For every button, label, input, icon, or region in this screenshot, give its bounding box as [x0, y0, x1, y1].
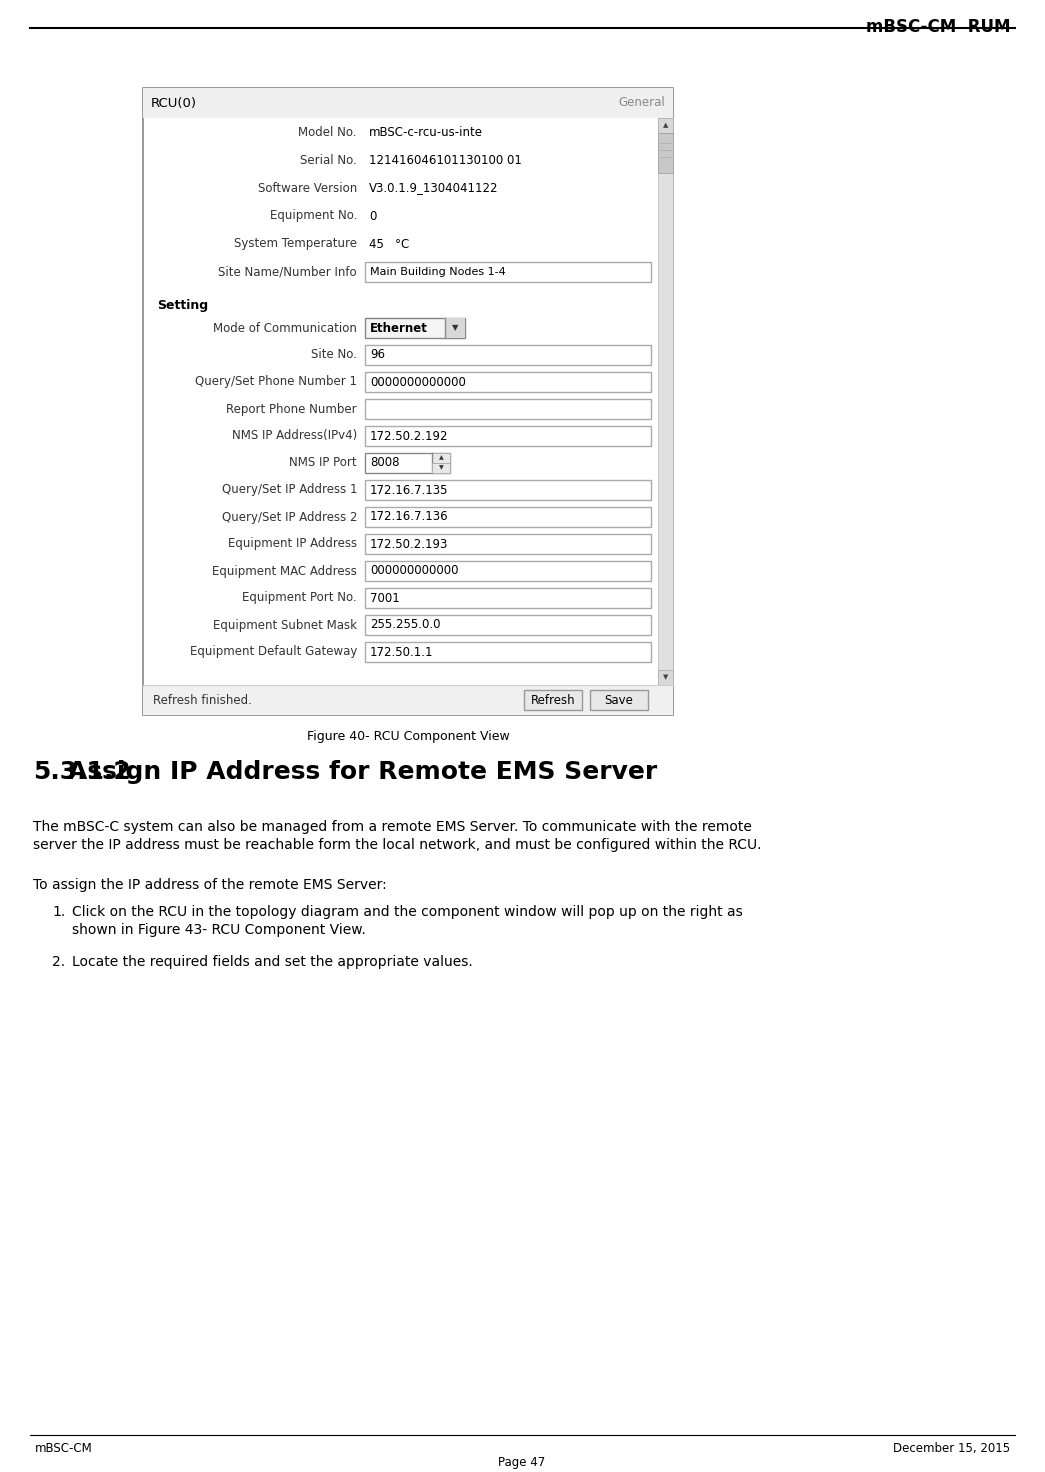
Text: Query/Set IP Address 2: Query/Set IP Address 2 — [222, 511, 357, 524]
Text: Query/Set Phone Number 1: Query/Set Phone Number 1 — [195, 375, 357, 389]
Bar — [143, 88, 673, 118]
Text: mBSC-CM: mBSC-CM — [34, 1443, 93, 1454]
Text: Query/Set IP Address 1: Query/Set IP Address 1 — [222, 483, 357, 496]
Text: 255.255.0.0: 255.255.0.0 — [370, 618, 441, 631]
Bar — [432, 453, 450, 464]
Text: Ethernet: Ethernet — [370, 321, 427, 334]
Text: ▼: ▼ — [451, 324, 459, 333]
Bar — [365, 318, 465, 339]
Bar — [365, 534, 651, 553]
Text: 7001: 7001 — [370, 592, 400, 605]
Bar — [365, 372, 651, 392]
Bar — [365, 587, 651, 608]
Text: 172.50.2.193: 172.50.2.193 — [370, 537, 448, 551]
Text: ▼: ▼ — [439, 465, 443, 471]
Text: V3.0.1.9_1304041122: V3.0.1.9_1304041122 — [369, 181, 498, 194]
Text: To assign the IP address of the remote EMS Server:: To assign the IP address of the remote E… — [33, 877, 387, 892]
Text: mBSC-c-rcu-us-inte: mBSC-c-rcu-us-inte — [369, 125, 483, 138]
Text: Equipment No.: Equipment No. — [270, 209, 357, 222]
Text: 121416046101130100 01: 121416046101130100 01 — [369, 153, 521, 166]
Text: Save: Save — [605, 693, 633, 707]
Bar — [365, 615, 651, 634]
Text: Assign IP Address for Remote EMS Server: Assign IP Address for Remote EMS Server — [33, 760, 657, 785]
Bar — [143, 88, 673, 715]
Text: 1.: 1. — [52, 905, 65, 919]
Text: Main Building Nodes 1-4: Main Building Nodes 1-4 — [370, 266, 506, 277]
Text: December 15, 2015: December 15, 2015 — [892, 1443, 1011, 1454]
Text: 2.: 2. — [52, 955, 65, 969]
Text: ▲: ▲ — [439, 455, 443, 461]
Bar — [524, 690, 582, 710]
Bar — [365, 399, 651, 420]
Text: Serial No.: Serial No. — [300, 153, 357, 166]
Text: Equipment Default Gateway: Equipment Default Gateway — [189, 646, 357, 658]
Bar — [365, 262, 651, 283]
Text: Equipment MAC Address: Equipment MAC Address — [212, 564, 357, 577]
Text: ▲: ▲ — [663, 122, 668, 128]
Bar — [445, 318, 465, 339]
Text: Setting: Setting — [157, 299, 208, 312]
Bar — [365, 506, 651, 527]
Bar — [590, 690, 648, 710]
Text: NMS IP Address(IPv4): NMS IP Address(IPv4) — [232, 430, 357, 443]
Text: Equipment Port No.: Equipment Port No. — [242, 592, 357, 605]
Text: General: General — [619, 97, 665, 109]
Text: Refresh: Refresh — [531, 693, 576, 707]
Text: Model No.: Model No. — [299, 125, 357, 138]
Text: mBSC-CM  RUM: mBSC-CM RUM — [865, 18, 1011, 35]
Text: Site No.: Site No. — [311, 349, 357, 362]
Text: 172.16.7.135: 172.16.7.135 — [370, 483, 448, 496]
Bar — [143, 684, 673, 715]
Bar — [365, 561, 651, 581]
Bar — [658, 670, 673, 684]
Text: 172.50.1.1: 172.50.1.1 — [370, 646, 434, 658]
Text: ▼: ▼ — [663, 674, 668, 680]
Text: Equipment Subnet Mask: Equipment Subnet Mask — [213, 618, 357, 631]
Text: 0000000000000: 0000000000000 — [370, 375, 466, 389]
Text: Click on the RCU in the topology diagram and the component window will pop up on: Click on the RCU in the topology diagram… — [72, 905, 743, 919]
Text: 96: 96 — [370, 349, 385, 362]
Text: The mBSC-C system can also be managed from a remote EMS Server. To communicate w: The mBSC-C system can also be managed fr… — [33, 820, 751, 835]
Bar — [658, 118, 673, 684]
Bar — [365, 480, 651, 500]
Bar — [658, 132, 673, 174]
Bar — [365, 642, 651, 662]
Bar — [432, 464, 450, 473]
Text: System Temperature: System Temperature — [234, 237, 357, 250]
Text: 45   °C: 45 °C — [369, 237, 410, 250]
Text: Page 47: Page 47 — [498, 1456, 545, 1469]
Text: Software Version: Software Version — [258, 181, 357, 194]
Bar — [365, 453, 450, 473]
Text: Mode of Communication: Mode of Communication — [213, 321, 357, 334]
Text: server the IP address must be reachable form the local network, and must be conf: server the IP address must be reachable … — [33, 838, 762, 852]
Bar — [365, 425, 651, 446]
Text: Equipment IP Address: Equipment IP Address — [228, 537, 357, 551]
Bar — [658, 118, 673, 132]
Text: Refresh finished.: Refresh finished. — [153, 693, 252, 707]
Text: 0: 0 — [369, 209, 376, 222]
Text: 5.3.1.2: 5.3.1.2 — [33, 760, 131, 785]
Text: 000000000000: 000000000000 — [370, 564, 459, 577]
Text: Locate the required fields and set the appropriate values.: Locate the required fields and set the a… — [72, 955, 472, 969]
Text: Figure 40- RCU Component View: Figure 40- RCU Component View — [306, 730, 509, 743]
Text: shown in Figure 43- RCU Component View.: shown in Figure 43- RCU Component View. — [72, 923, 366, 938]
Text: 8008: 8008 — [370, 456, 399, 470]
Text: 172.16.7.136: 172.16.7.136 — [370, 511, 448, 524]
Text: 172.50.2.192: 172.50.2.192 — [370, 430, 448, 443]
Text: NMS IP Port: NMS IP Port — [289, 456, 357, 470]
Text: Site Name/Number Info: Site Name/Number Info — [218, 265, 357, 278]
Bar — [365, 344, 651, 365]
Text: Report Phone Number: Report Phone Number — [227, 402, 357, 415]
Text: RCU(0): RCU(0) — [150, 97, 198, 109]
